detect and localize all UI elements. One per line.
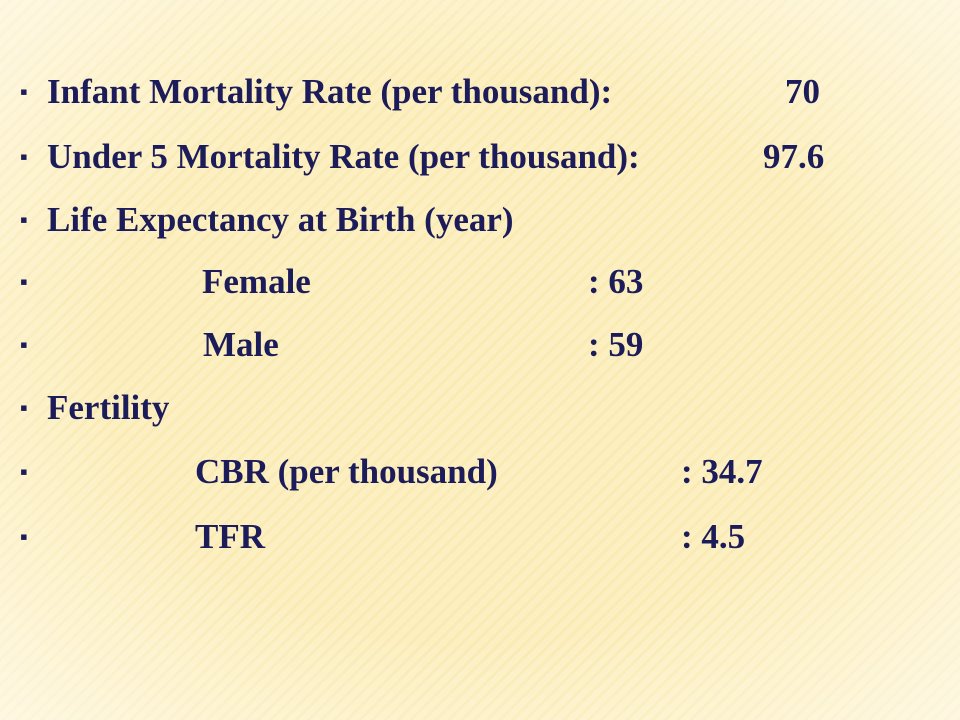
item-value: : 4.5 [681,517,746,556]
item-value: : 34.7 [681,452,763,491]
item-label: Fertility [47,388,170,427]
item-value: 97.6 [763,137,825,176]
item-label: Female [202,262,311,301]
bullet: ▪ [20,459,28,484]
item-label: Under 5 Mortality Rate (per thousand): [47,137,640,176]
item-label: CBR (per thousand) [195,452,498,491]
item-label: Infant Mortality Rate (per thousand): [47,72,613,111]
bullet: ▪ [20,524,28,549]
item-label: Male [203,325,279,364]
bullet: ▪ [20,332,28,357]
item-value: 70 [785,72,820,111]
bullet: ▪ [20,269,28,294]
bullet: ▪ [20,79,28,104]
bullet: ▪ [20,144,28,169]
item-label: Life Expectancy at Birth (year) [47,200,514,239]
bullet: ▪ [20,395,28,420]
item-label: TFR [195,517,265,556]
bullet: ▪ [20,207,28,232]
item-value: : 63 [588,262,644,301]
item-value: : 59 [588,325,644,364]
